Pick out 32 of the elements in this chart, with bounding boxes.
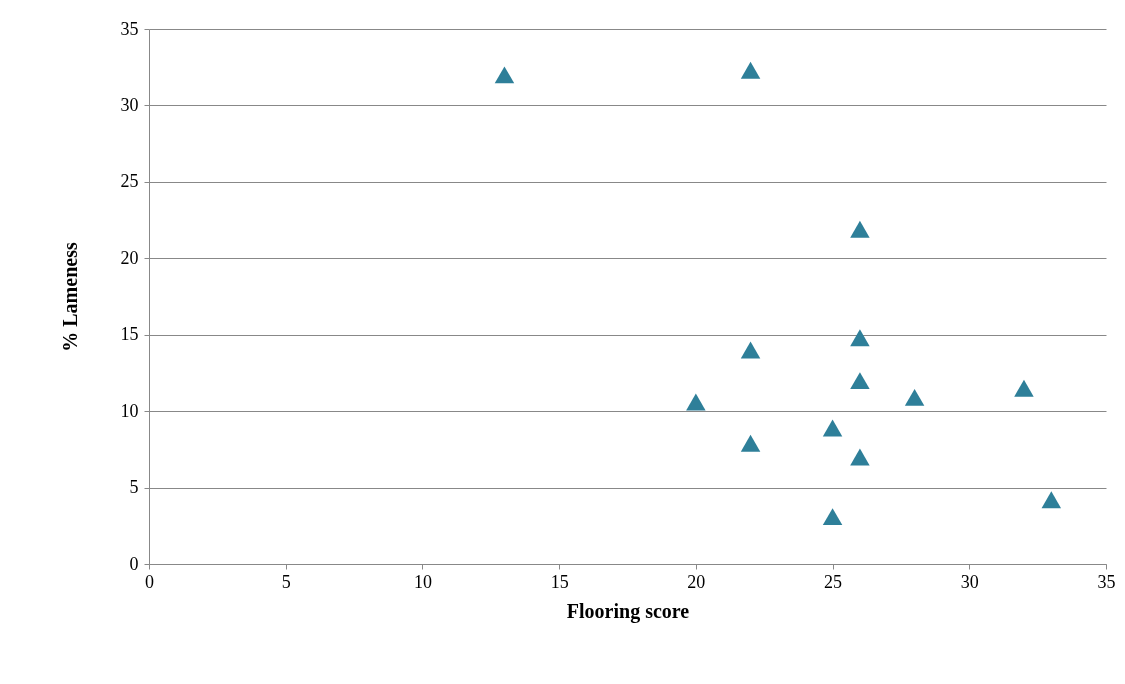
y-tick-label: 0 [129, 553, 139, 574]
point [850, 329, 870, 347]
y-axis-title: % Lameness [58, 242, 81, 352]
point [850, 372, 870, 390]
point [904, 388, 925, 406]
x-tick-label: 15 [550, 571, 569, 592]
y-tick-label: 20 [120, 247, 139, 268]
point [822, 419, 843, 437]
point [740, 61, 761, 79]
point [1041, 491, 1062, 509]
point [686, 393, 706, 411]
point [850, 448, 870, 466]
x-tick-label: 35 [1097, 571, 1116, 592]
point [494, 66, 515, 84]
x-tick-label: 0 [145, 571, 154, 592]
point [740, 341, 761, 359]
y-tick-label: 35 [120, 18, 139, 39]
x-tick-label: 5 [281, 571, 291, 592]
x-tick-label: 25 [824, 571, 843, 592]
x-tick-label: 10 [413, 571, 432, 592]
y-tick-label: 30 [120, 94, 139, 115]
y-tick-label: 10 [120, 400, 139, 421]
point [850, 220, 870, 238]
point [740, 434, 761, 452]
y-tick-label: 5 [129, 477, 139, 498]
x-tick-label: 20 [687, 571, 706, 592]
x-axis-title: Flooring score [566, 599, 690, 623]
y-tick-label: 15 [120, 324, 139, 345]
x-tick-label: 30 [960, 571, 979, 592]
point [822, 508, 843, 526]
point [1014, 379, 1034, 397]
y-tick-label: 25 [120, 171, 139, 192]
